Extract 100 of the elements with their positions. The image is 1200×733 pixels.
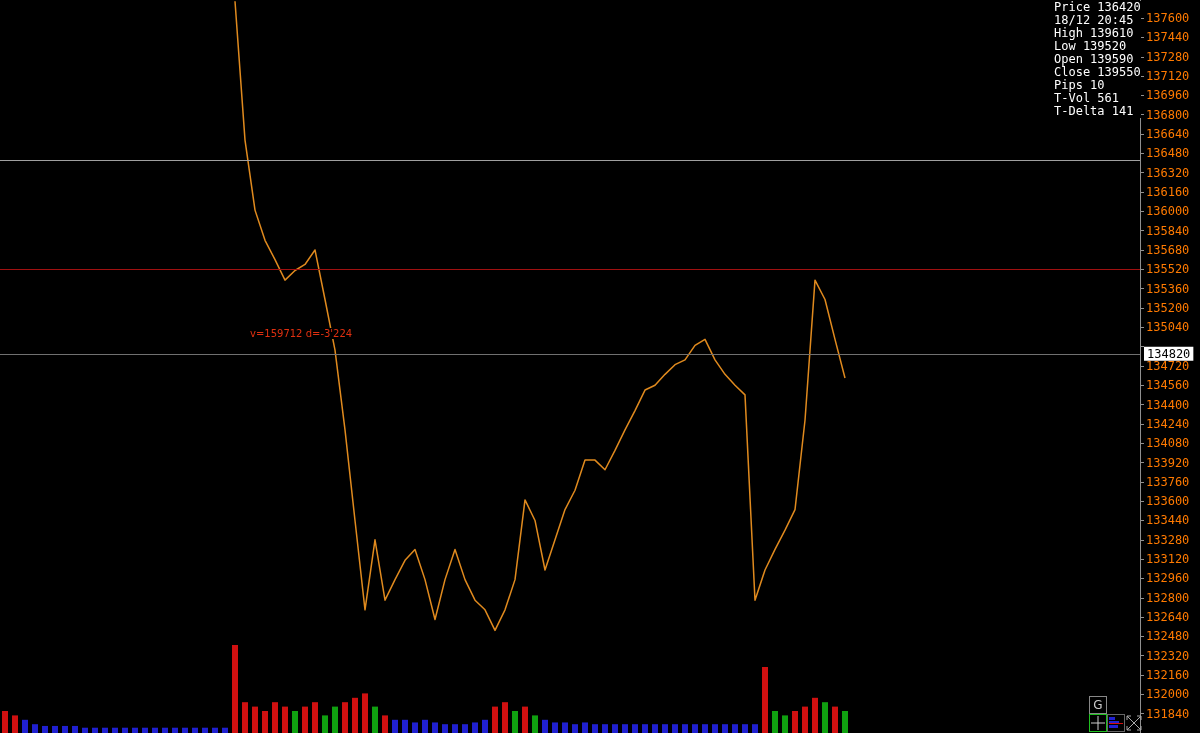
- bar: [762, 667, 768, 733]
- bar: [232, 645, 238, 733]
- y-tick-label: 134080: [1146, 436, 1190, 451]
- bar: [472, 722, 478, 733]
- y-tick-label: 132480: [1146, 629, 1190, 644]
- y-tick-label: 136000: [1146, 204, 1190, 219]
- y-tick-label: 131840: [1146, 706, 1190, 721]
- y-tick-label: 135200: [1146, 300, 1190, 315]
- y-tick-label: 133760: [1146, 474, 1190, 489]
- bar: [782, 715, 788, 733]
- annotation: High 139610: [1054, 26, 1135, 40]
- y-tick-label: 134400: [1146, 397, 1190, 412]
- bar: [112, 727, 118, 733]
- y-tick-label: 136480: [1146, 146, 1190, 161]
- y-tick-label: 132160: [1146, 668, 1190, 683]
- bar: [312, 702, 318, 733]
- y-tick-label: 135840: [1146, 223, 1190, 238]
- bar: [642, 724, 648, 733]
- bar: [212, 727, 218, 733]
- y-tick-label: 136640: [1146, 127, 1190, 142]
- y-tick-label: 132320: [1146, 648, 1190, 663]
- bar: [812, 697, 818, 733]
- bar: [722, 724, 728, 733]
- bar: [592, 724, 598, 733]
- bar: [502, 702, 508, 733]
- bar: [332, 706, 338, 733]
- bar: [452, 724, 458, 733]
- y-tick-label: 133120: [1146, 552, 1190, 567]
- annotation: T-Vol 561: [1054, 91, 1121, 105]
- line-series: [234, 0, 846, 632]
- bar: [612, 724, 618, 733]
- bar: [382, 715, 388, 733]
- bar: [292, 711, 298, 733]
- y-tick-label: 134560: [1146, 378, 1190, 393]
- bar: [182, 727, 188, 733]
- annotation: Open 139590: [1054, 52, 1135, 66]
- bar: [602, 724, 608, 733]
- bar: [772, 711, 778, 733]
- bar: [12, 715, 18, 733]
- bar: [372, 706, 378, 733]
- y-tick-label: 136160: [1146, 185, 1190, 199]
- bar: [712, 724, 718, 733]
- annotation: 18/12 20:45: [1054, 13, 1135, 27]
- bar: [42, 725, 48, 733]
- bar: [192, 727, 198, 733]
- annotation: Pips 10: [1054, 78, 1106, 92]
- bar: [72, 725, 78, 733]
- bar: [402, 719, 408, 733]
- bar: [362, 693, 368, 733]
- bar: [162, 727, 168, 733]
- bar: [572, 724, 578, 733]
- bar: [632, 724, 638, 733]
- bar: [2, 711, 8, 733]
- y-tick-label: 132000: [1146, 687, 1190, 702]
- bar: [92, 727, 98, 733]
- bar: [82, 727, 88, 733]
- bar: [202, 727, 208, 733]
- bar: [302, 706, 308, 733]
- bar: [522, 706, 528, 733]
- g-button: G: [1089, 696, 1107, 714]
- bar: [802, 706, 808, 733]
- annotation: T-Delta 141: [1054, 104, 1135, 118]
- bar: [652, 724, 658, 733]
- bar: [752, 724, 758, 733]
- bar: [32, 724, 38, 733]
- y-tick-label: 133280: [1146, 532, 1190, 547]
- bar: [842, 711, 848, 733]
- bar: [222, 727, 228, 733]
- y-tick-label: 137600: [1146, 11, 1190, 26]
- bar: [482, 719, 488, 733]
- bar: [542, 719, 548, 733]
- bar: [152, 727, 158, 733]
- bar: [532, 715, 538, 733]
- y-tick-label: 132640: [1146, 610, 1190, 625]
- bar: [352, 697, 358, 733]
- bar: [492, 706, 498, 733]
- annotation: Close 139550: [1054, 65, 1141, 79]
- bar: [172, 727, 178, 733]
- y-tick-label: 133920: [1146, 455, 1190, 470]
- bar: [732, 724, 738, 733]
- bar: [132, 727, 138, 733]
- y-tick-label: 133440: [1146, 513, 1190, 528]
- y-tick-label: 137280: [1146, 49, 1190, 64]
- y-tick-label: 132960: [1146, 571, 1190, 586]
- bar: [692, 724, 698, 733]
- bar: [702, 724, 708, 733]
- bar: [622, 724, 628, 733]
- bar: [832, 706, 838, 733]
- bar: [552, 722, 558, 733]
- bar: [422, 719, 428, 733]
- bar: [122, 727, 128, 733]
- bar: [52, 725, 58, 733]
- y-tick-label: 136320: [1146, 165, 1190, 180]
- bar: [102, 727, 108, 733]
- bar: [822, 702, 828, 733]
- bar: [662, 724, 668, 733]
- y-tick-label: 137440: [1146, 30, 1190, 45]
- bar: [342, 702, 348, 733]
- y-tick-label: 134720: [1146, 358, 1190, 373]
- bar: [582, 722, 588, 733]
